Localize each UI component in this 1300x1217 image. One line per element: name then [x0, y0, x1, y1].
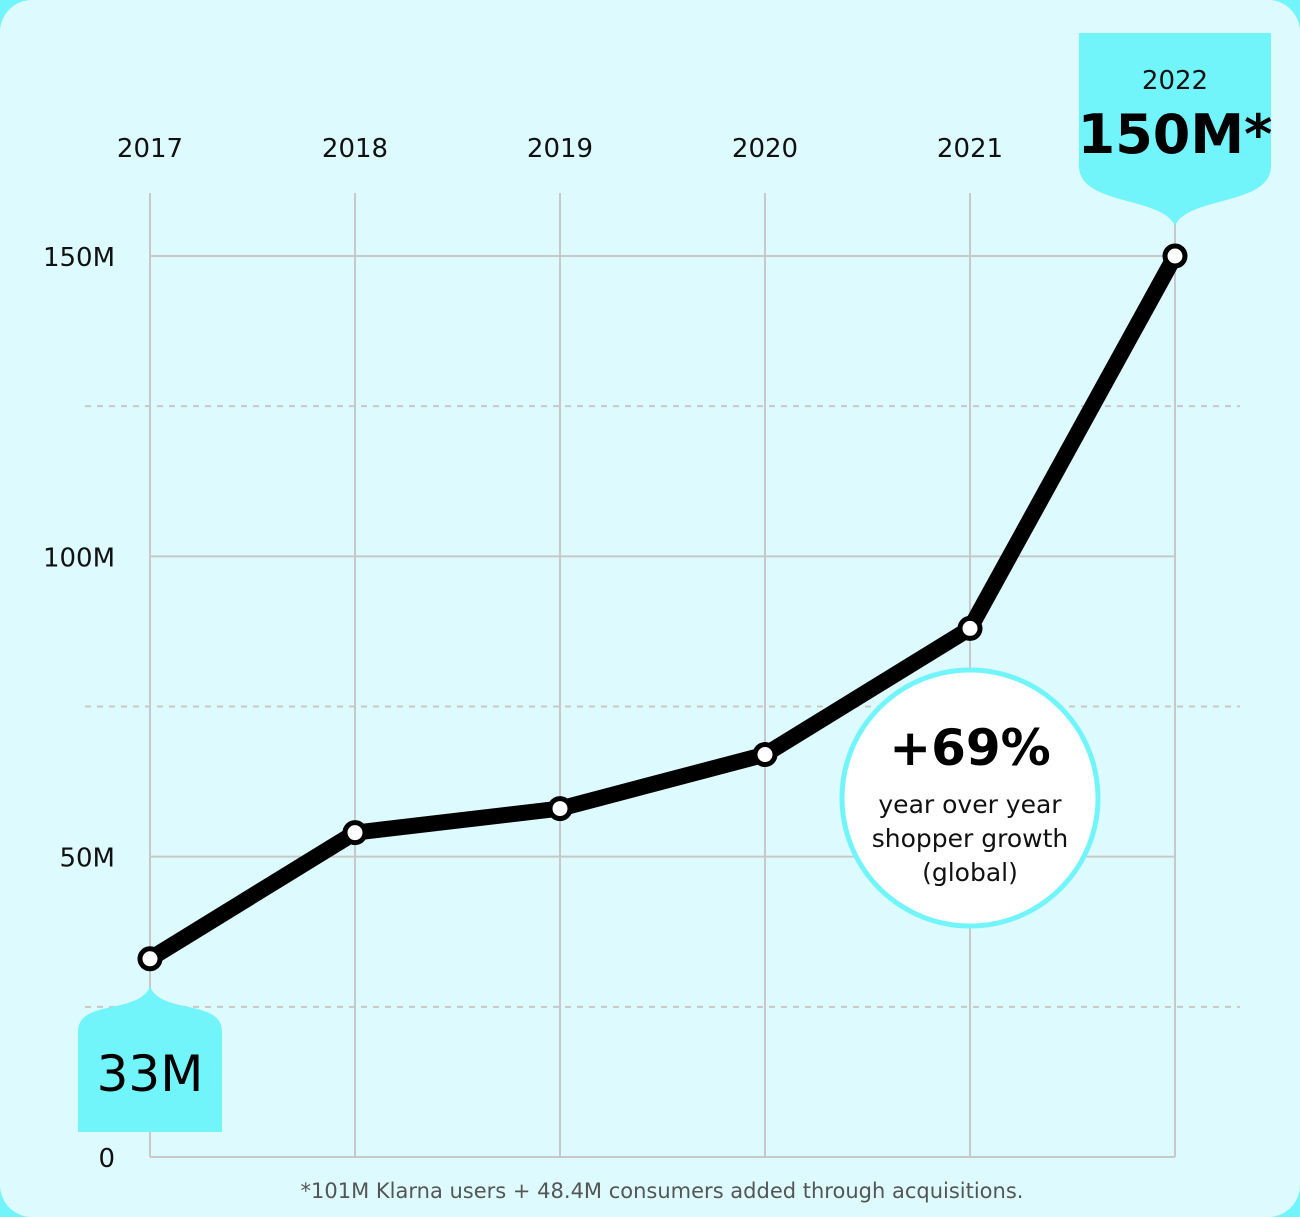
x-tick-label: 2017	[117, 134, 183, 164]
y-tick-label: 50M	[59, 844, 115, 874]
y-tick-label: 100M	[43, 543, 115, 573]
footnote: *101M Klarna users + 48.4M consumers add…	[301, 1179, 1024, 1203]
x-tick-label: 2019	[527, 134, 593, 164]
start-value-tag	[78, 986, 222, 1132]
x-tick-label: 2018	[322, 134, 388, 164]
end-value-label: 150M*	[1078, 103, 1273, 166]
data-point	[752, 742, 778, 768]
y-tick-label: 0	[98, 1144, 115, 1174]
x-tick-label: 2021	[937, 134, 1003, 164]
growth-text-line: year over year	[878, 790, 1062, 819]
y-tick-label: 150M	[43, 243, 115, 273]
start-callout: 33M	[78, 986, 222, 1132]
growth-bubble-circle	[839, 667, 1101, 929]
growth-bubble: +69% year over year shopper growth (glob…	[839, 667, 1101, 929]
growth-value: +69%	[889, 719, 1051, 777]
growth-text-line: shopper growth	[872, 824, 1069, 853]
series-line	[137, 243, 1188, 972]
x-axis-ticks: 2017 2018 2019 2020 2021	[117, 134, 1003, 164]
start-value-label: 33M	[97, 1045, 204, 1103]
y-axis-ticks: 0 50M 100M 150M	[43, 243, 115, 1174]
data-point	[1162, 243, 1188, 269]
x-tick-label: 2020	[732, 134, 798, 164]
end-year-label: 2022	[1142, 66, 1208, 96]
end-value-tag	[1079, 33, 1271, 226]
data-point	[957, 615, 983, 641]
series-polyline	[142, 248, 1183, 967]
data-point	[137, 946, 163, 972]
end-callout: 2022 150M*	[1078, 33, 1273, 226]
data-point	[342, 820, 368, 846]
data-point	[547, 796, 573, 822]
growth-text-line: (global)	[922, 858, 1018, 887]
